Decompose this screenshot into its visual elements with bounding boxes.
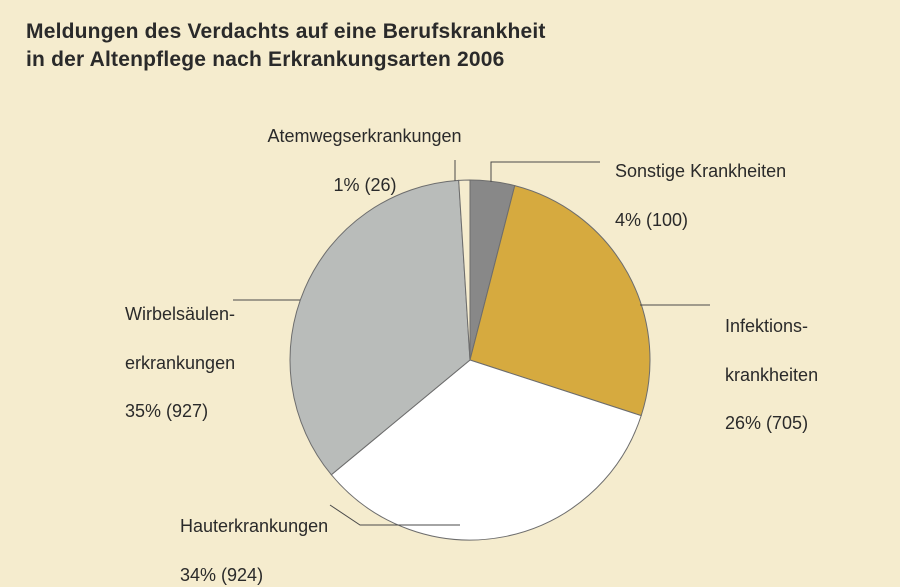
label-wirbel-line3: 35% (927)	[125, 401, 208, 421]
label-wirbel-line2: erkrankungen	[125, 353, 235, 373]
label-infektion-line3: 26% (705)	[725, 413, 808, 433]
leader-sonstige	[491, 162, 600, 182]
pie-slices	[290, 180, 650, 540]
label-sonstige-line2: 4% (100)	[615, 210, 688, 230]
label-infektion-line1: Infektions-	[725, 316, 808, 336]
label-haut-line1: Hauterkrankungen	[180, 516, 328, 536]
label-atemwege-line2: 1% (26)	[333, 175, 396, 195]
label-sonstige: Sonstige Krankheiten 4% (100)	[605, 135, 786, 232]
label-wirbel-line1: Wirbelsäulen-	[125, 304, 235, 324]
label-haut: Hauterkrankungen 34% (924)	[170, 490, 328, 587]
label-sonstige-line1: Sonstige Krankheiten	[615, 161, 786, 181]
label-atemwege: Atemwegserkrankungen 1% (26)	[250, 100, 470, 197]
label-haut-line2: 34% (924)	[180, 565, 263, 585]
label-atemwege-line1: Atemwegserkrankungen	[267, 126, 461, 146]
label-infektion: Infektions- krankheiten 26% (705)	[715, 290, 818, 436]
label-wirbel: Wirbelsäulen- erkrankungen 35% (927)	[115, 278, 235, 424]
label-infektion-line2: krankheiten	[725, 365, 818, 385]
